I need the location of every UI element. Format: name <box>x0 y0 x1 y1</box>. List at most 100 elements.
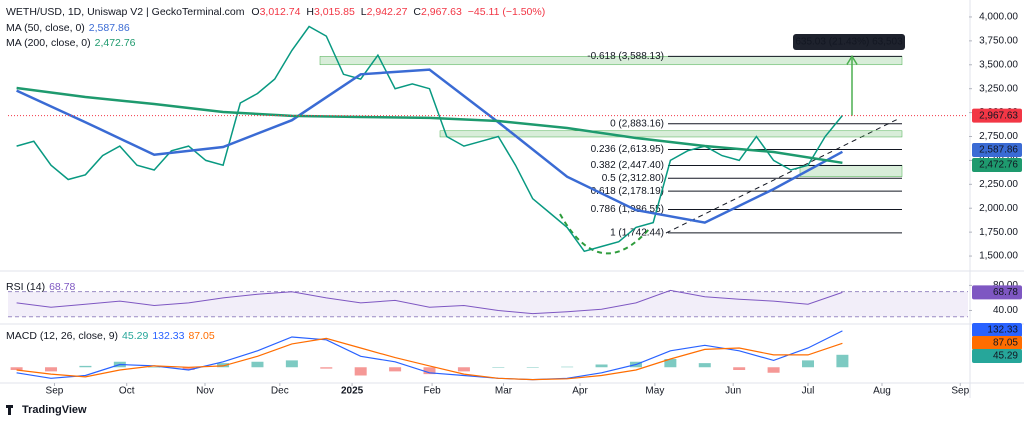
cup-pattern <box>559 213 651 255</box>
histogram-bar <box>354 367 367 376</box>
x-tick-label: Apr <box>572 386 588 397</box>
rsi-legend: RSI (14) 68.78 <box>6 281 76 293</box>
histogram-bar <box>285 360 298 368</box>
axis-label-box <box>972 108 1022 123</box>
moving-average <box>16 86 843 165</box>
rsi-value: 68.78 <box>49 281 75 293</box>
zone <box>319 56 903 66</box>
legend-ma200: MA (200, close, 0) 2,472.76 <box>6 37 136 49</box>
low-label: L <box>361 6 367 18</box>
histogram-bar <box>767 367 780 373</box>
x-tick-label: Mar <box>495 386 513 397</box>
histogram-bar <box>251 361 264 368</box>
axis-label: 87.05 <box>993 338 1018 349</box>
change: −45.11 (−1.50%) <box>468 6 545 18</box>
x-tick-label: Nov <box>196 386 214 397</box>
hist-value: 45.29 <box>122 330 148 342</box>
axis-label-box <box>972 336 1022 350</box>
y-tick-label: 2,750.00 <box>979 131 1018 142</box>
measure-box <box>793 34 905 50</box>
x-tick-label: Oct <box>119 386 135 397</box>
axis-label: 132.33 <box>987 325 1018 336</box>
legend-value: 2,587.86 <box>89 22 130 34</box>
x-tick-label: Feb <box>423 386 441 397</box>
fib-label: -0.618 (3,588.13) <box>587 51 664 62</box>
histogram-bar <box>595 364 608 368</box>
histogram-bar <box>457 367 470 372</box>
axis-label-box <box>972 349 1022 363</box>
x-tick-label: Dec <box>271 386 289 397</box>
histogram-bar <box>389 367 402 372</box>
histogram-bar <box>423 367 436 375</box>
macd-legend: MACD (12, 26, close, 9) 45.29 132.33 87.05 <box>6 330 215 342</box>
brand: TradingView <box>22 404 87 416</box>
macd-value: 132.33 <box>152 330 184 342</box>
y-tick-label: 2,000.00 <box>979 203 1018 214</box>
histogram-bar <box>148 367 161 368</box>
symbol: WETH/USD, 1D, Uniswap V2 | GeckoTerminal… <box>6 6 245 18</box>
axis-label-box <box>972 143 1022 158</box>
panes <box>0 0 1024 398</box>
macd-title: MACD (12, 26, close, 9) <box>6 330 118 342</box>
zone <box>439 130 903 138</box>
histogram-bar <box>802 360 814 368</box>
histogram-bar <box>733 367 746 370</box>
fib-label: 0.618 (2,178.19) <box>591 186 664 197</box>
open-label: O <box>251 6 259 18</box>
header: WETH/USD, 1D, Uniswap V2 | GeckoTerminal… <box>6 6 545 18</box>
close-label: C <box>413 6 421 18</box>
x-tick-label: Aug <box>873 386 891 397</box>
x-tick-label: Sep <box>46 386 64 397</box>
y-tick-label: 2,250.00 <box>979 179 1018 190</box>
fib-label: 0.786 (1,986.55) <box>591 204 664 215</box>
y-tick-label: 40.00 <box>993 305 1018 316</box>
histogram-bar <box>45 367 58 372</box>
legend-value: 2,472.76 <box>95 37 136 49</box>
histogram-bar <box>79 365 92 368</box>
fib-label: 0.236 (2,613.95) <box>591 144 664 155</box>
histogram-bar <box>836 354 849 368</box>
open: 3,012.74 <box>260 6 301 18</box>
axis-label: 2,587.86 <box>979 145 1018 156</box>
rsi-title: RSI (14) <box>6 281 45 293</box>
measure-label: 635.03 (21.43%) 63,503 <box>795 37 903 48</box>
fib-label: 0 (2,883.16) <box>610 118 664 129</box>
axis-label-box <box>972 158 1022 173</box>
x-tick-label: 2025 <box>341 386 364 397</box>
signal-line <box>16 337 843 381</box>
y-tick-label: 3,750.00 <box>979 36 1018 47</box>
y-tick-label: 4,000.00 <box>979 12 1018 23</box>
axis-label: 2,967.63 <box>979 110 1018 121</box>
axis-label-box <box>972 285 1022 300</box>
fib-label: 0.5 (2,312.80) <box>602 173 664 184</box>
axis-label: 2,472.76 <box>979 160 1018 171</box>
histogram-bar <box>664 359 677 368</box>
rsi-line <box>16 289 843 315</box>
axis-label-box <box>972 323 1022 337</box>
y-tick-label: 1,500.00 <box>979 251 1018 262</box>
legend-name: MA (200, close, 0) <box>6 37 91 49</box>
axis-label: 45.29 <box>993 351 1018 362</box>
histogram-bar <box>561 366 574 368</box>
x-tick-label: May <box>645 386 664 397</box>
axis-label: 68.78 <box>993 287 1018 298</box>
x-tick-label: Jun <box>725 386 741 397</box>
histogram-bar <box>492 367 505 368</box>
y-tick-label: 3,250.00 <box>979 83 1018 94</box>
fib-label: 0.382 (2,447.40) <box>591 160 664 171</box>
histogram-bar <box>526 367 539 368</box>
histogram-bar <box>320 367 333 369</box>
signal-value: 87.05 <box>188 330 214 342</box>
x-tick-label: Sep <box>951 386 969 397</box>
brand-logo <box>6 405 13 415</box>
close: 2,967.63 <box>421 6 462 18</box>
histogram-bar <box>217 363 230 368</box>
x-tick-label: Jul <box>802 386 815 397</box>
legend-name: MA (50, close, 0) <box>6 22 85 34</box>
rsi-band <box>8 291 968 317</box>
fib-label: 1 (1,742.44) <box>610 228 664 239</box>
low: 2,942.27 <box>367 6 408 18</box>
histogram-bar <box>182 367 195 370</box>
y-tick-label: 1,750.00 <box>979 227 1018 238</box>
